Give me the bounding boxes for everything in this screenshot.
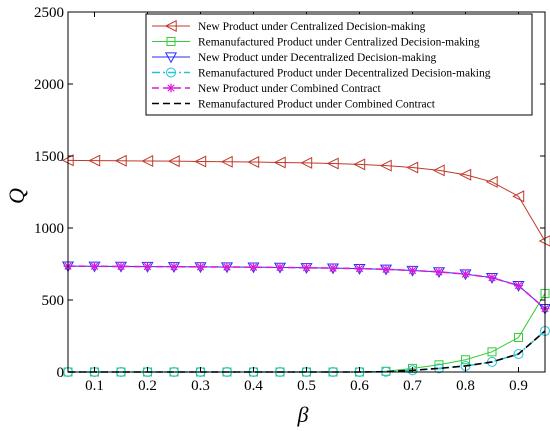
legend-marker xyxy=(166,83,176,93)
data-point xyxy=(273,156,286,169)
axes-layer: 0.1 0.2 0.3 0.4 0.5 0.6 0.7 0.8 0.9 0 500 1000 1500 2… xyxy=(34,5,546,394)
y-tick-label: 2000 xyxy=(34,77,64,93)
data-point xyxy=(300,156,313,169)
series-5 xyxy=(63,261,550,314)
data-point xyxy=(328,263,338,273)
data-point xyxy=(381,264,391,274)
data-point xyxy=(407,365,418,376)
data-point xyxy=(487,347,497,357)
data-point xyxy=(249,262,258,272)
y-tick-label: 2500 xyxy=(34,5,64,21)
data-point xyxy=(406,161,419,174)
data-point xyxy=(434,267,444,277)
data-point xyxy=(459,168,472,181)
data-point xyxy=(485,175,498,188)
x-tick-label: 0.9 xyxy=(509,378,528,394)
data-point xyxy=(141,155,154,168)
legend-item: New Product under Combined Contract xyxy=(152,83,381,95)
data-point xyxy=(220,155,233,168)
legend-box xyxy=(145,13,533,116)
y-tick-label: 0 xyxy=(57,365,65,381)
y-axis-label: Q xyxy=(4,188,29,204)
x-axis-label: β xyxy=(297,402,309,427)
legend-label: New Product under Decentralized Decision… xyxy=(198,52,436,64)
legend-label: New Product under Combined Contract xyxy=(198,83,381,95)
data-point xyxy=(194,155,207,168)
data-point xyxy=(275,262,285,272)
data-point xyxy=(461,269,470,279)
data-point xyxy=(88,154,101,167)
data-point xyxy=(353,158,366,171)
data-point xyxy=(379,159,392,172)
x-tick-label: 0.5 xyxy=(297,378,316,394)
x-tick-label: 0.8 xyxy=(456,378,475,394)
x-tick-label: 0.7 xyxy=(403,378,422,394)
data-point xyxy=(116,261,126,271)
legend-label: Remanufactured Product under Centralized… xyxy=(198,37,480,49)
series-line xyxy=(67,159,546,242)
data-point xyxy=(302,263,311,273)
legend-marker xyxy=(164,52,178,64)
x-tick-label: 0.4 xyxy=(244,378,263,394)
data-point xyxy=(222,262,232,272)
legend-label: New Product under Centralized Decision-m… xyxy=(198,21,426,33)
y-tick-label: 1500 xyxy=(34,149,64,165)
data-point xyxy=(169,262,179,272)
legend-marker xyxy=(166,67,176,78)
data-point xyxy=(355,264,364,274)
legend-item: New Product under Decentralized Decision… xyxy=(152,52,436,64)
legend-marker xyxy=(164,19,177,33)
x-tick-label: 0.3 xyxy=(191,378,210,394)
y-tick-label: 500 xyxy=(42,293,65,309)
legend-marker xyxy=(166,37,176,46)
data-point xyxy=(432,164,445,177)
y-tick-label: 1000 xyxy=(34,221,64,237)
data-point xyxy=(514,332,523,342)
data-point xyxy=(514,281,523,291)
data-point xyxy=(247,156,260,169)
data-point xyxy=(487,273,497,283)
data-point xyxy=(143,262,152,272)
legend-item: New Product under Centralized Decision-m… xyxy=(152,19,426,33)
legend-label: Remanufactured Product under Decentraliz… xyxy=(198,68,491,80)
legend-label: Remanufactured Product under Combined Co… xyxy=(198,99,436,111)
data-point xyxy=(90,261,99,271)
data-point xyxy=(512,190,525,203)
legend: New Product under Centralized Decision-m… xyxy=(145,13,533,116)
data-point xyxy=(326,157,339,170)
data-point xyxy=(167,155,180,168)
data-point xyxy=(461,355,470,365)
legend-item: Remanufactured Product under Combined Co… xyxy=(152,99,436,111)
x-tick-label: 0.6 xyxy=(350,378,369,394)
x-tick-label: 0.2 xyxy=(138,378,157,394)
legend-item: Remanufactured Product under Centralized… xyxy=(152,37,480,49)
data-point xyxy=(114,154,127,167)
data-point xyxy=(196,262,205,272)
data-point xyxy=(408,265,417,275)
series-1 xyxy=(61,154,550,247)
data-point xyxy=(513,349,524,359)
legend-item: Remanufactured Product under Decentraliz… xyxy=(152,67,491,80)
x-tick-label: 0.1 xyxy=(85,378,104,394)
